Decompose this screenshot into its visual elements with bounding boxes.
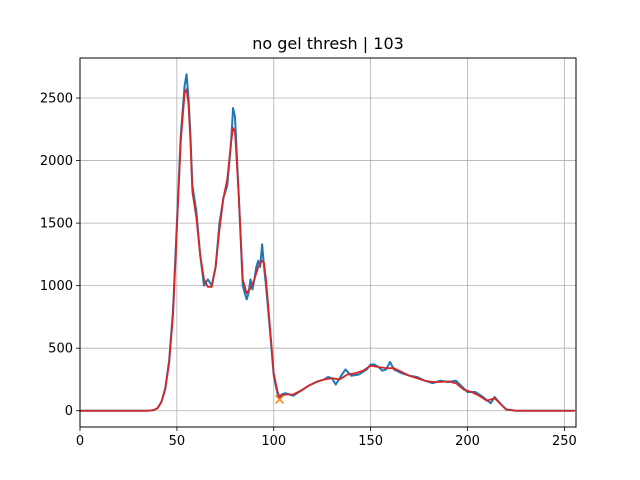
threshold-marker [275,394,285,405]
x-tick-label: 250 [552,434,577,449]
y-tick-label: 500 [48,342,73,357]
y-tick-label: 1000 [40,279,73,294]
x-tick-label: 50 [169,434,186,449]
x-tick-label: 150 [358,434,383,449]
chart-title: no gel thresh | 103 [252,34,404,53]
x-tick-label: 200 [455,434,480,449]
plot-area [80,58,576,427]
x-tick-label: 0 [76,434,84,449]
marker-layer [275,394,285,405]
y-tick-label: 2000 [40,154,73,169]
y-tick-label: 1500 [40,217,73,232]
threshold-marker-stroke [275,394,285,405]
series-layer [79,73,576,412]
x-tick-label: 100 [261,434,286,449]
y-tick-label: 0 [65,404,73,419]
plot-frame [79,57,577,428]
y-tick-label: 2500 [40,92,73,107]
smoothed-histogram-line [79,88,575,412]
